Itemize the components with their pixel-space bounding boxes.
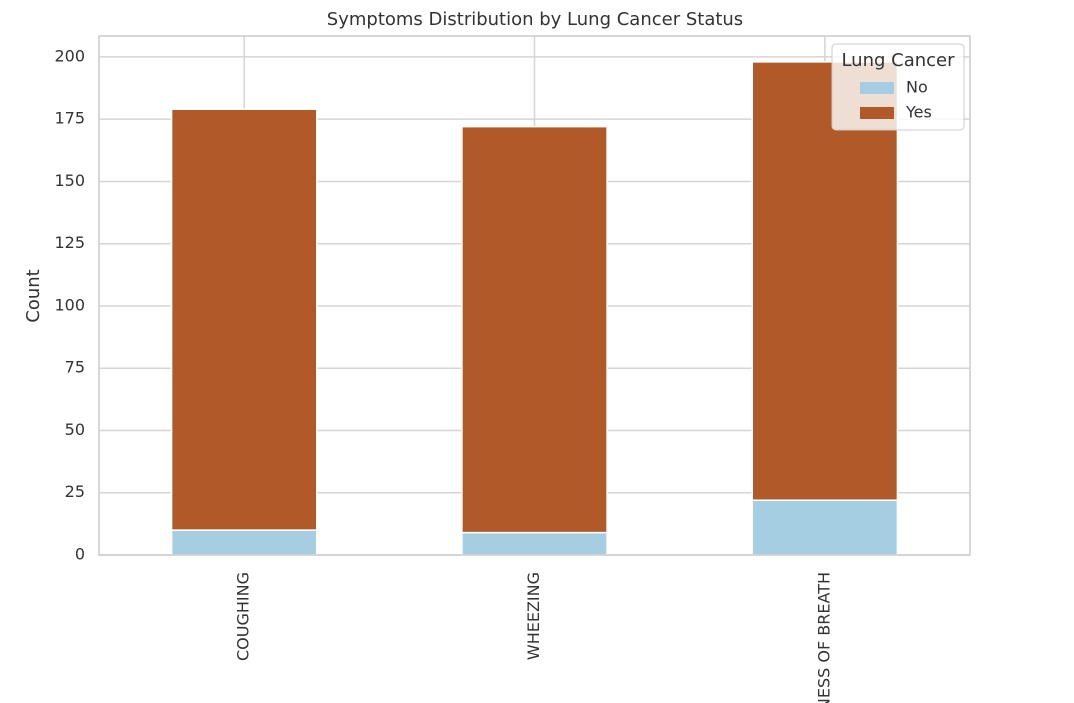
legend-swatch <box>860 82 894 94</box>
y-tick-label: 150 <box>54 171 85 190</box>
bar-segment <box>170 529 318 556</box>
y-tick-label: 0 <box>75 545 85 564</box>
bar-segment <box>461 125 608 534</box>
x-tick-label: WHEEZING <box>524 572 543 660</box>
y-tick-label: 125 <box>54 233 85 252</box>
y-axis-label: Count <box>23 269 44 322</box>
y-tick-label: 75 <box>65 358 85 377</box>
legend-title: Lung Cancer <box>841 50 955 71</box>
y-tick-label: 100 <box>54 295 85 314</box>
y-tick-label: 50 <box>65 420 85 439</box>
y-tick-label: 25 <box>65 482 85 501</box>
bar-segment <box>461 531 608 556</box>
y-tick-label: 175 <box>54 109 85 128</box>
legend-swatch <box>860 107 894 119</box>
chart-title: Symptoms Distribution by Lung Cancer Sta… <box>327 9 743 30</box>
x-tick-label: SHORTNESS OF BREATH <box>814 572 833 703</box>
bar-segment <box>751 61 899 501</box>
legend-label: Yes <box>905 103 932 122</box>
bar-segment <box>751 499 899 556</box>
y-tick-label: 200 <box>54 46 85 65</box>
legend-label: No <box>906 78 928 97</box>
legend: Lung Cancer No Yes <box>831 43 965 131</box>
x-tick-label: COUGHING <box>234 572 253 661</box>
bar-segment <box>170 108 318 531</box>
plot-frame <box>98 35 971 556</box>
